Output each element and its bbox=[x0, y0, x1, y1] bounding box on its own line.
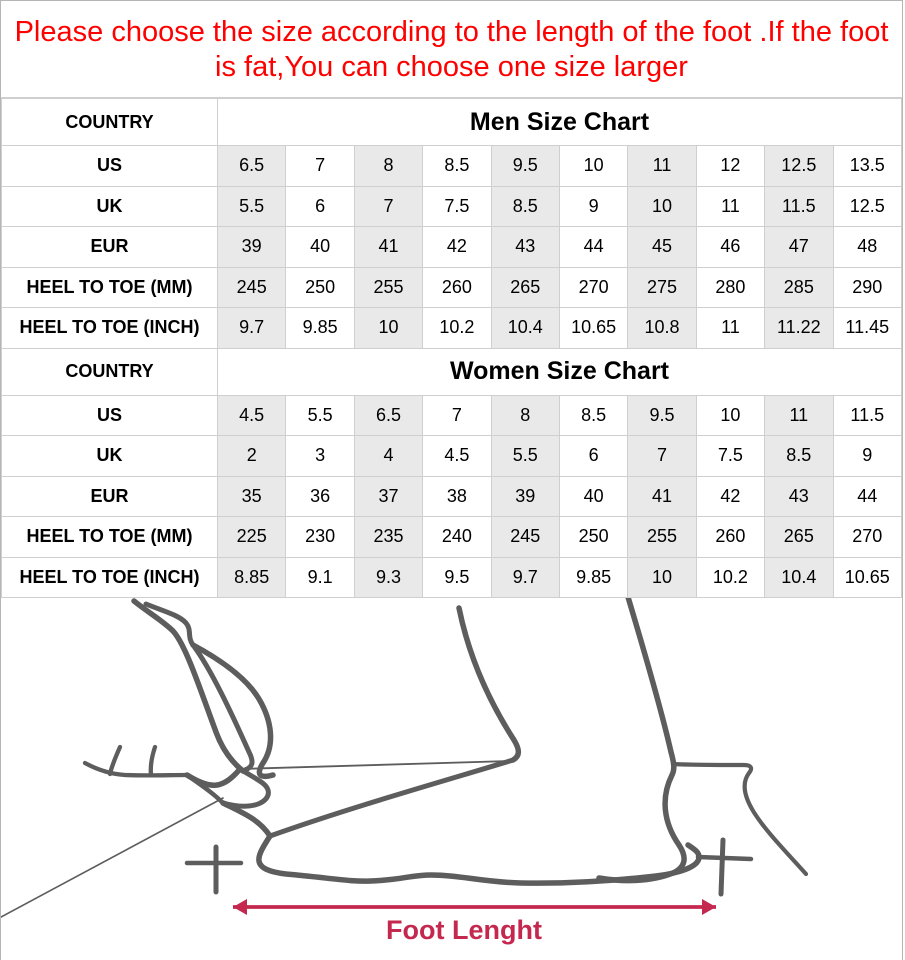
svg-text:Foot Lenght: Foot Lenght bbox=[386, 915, 542, 945]
